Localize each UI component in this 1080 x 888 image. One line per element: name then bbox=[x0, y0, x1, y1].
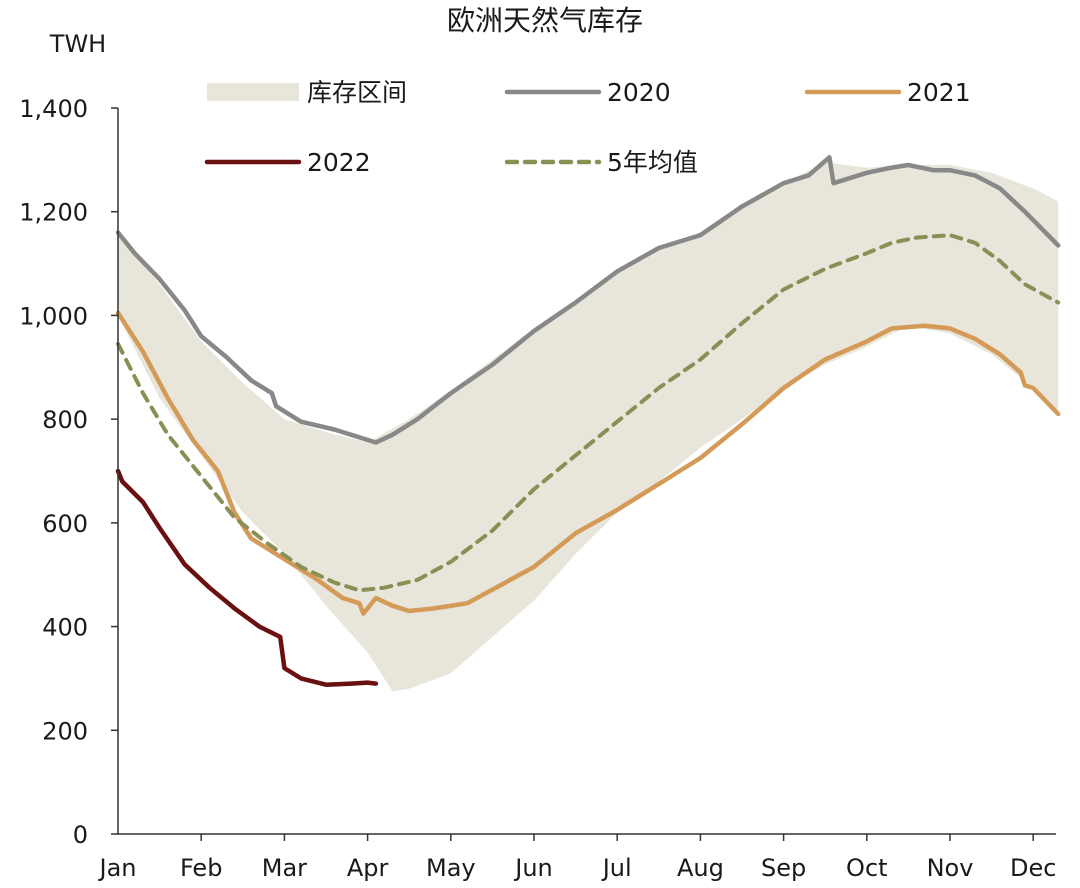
y-tick-label: 1,400 bbox=[19, 95, 88, 123]
storage-range-band-layer bbox=[118, 162, 1059, 692]
x-tick-label: Feb bbox=[180, 854, 223, 882]
legend-item: 5年均值 bbox=[504, 148, 698, 177]
x-tick-label: Jan bbox=[98, 854, 137, 882]
y-ticks: 0 200 400 600 800 1,000 1,200 1,400 bbox=[19, 95, 118, 849]
legend-label: 库存区间 bbox=[307, 78, 407, 107]
legend-label: 2022 bbox=[307, 148, 371, 177]
y-tick-label: 800 bbox=[42, 406, 88, 434]
x-tick-label: Apr bbox=[347, 854, 389, 882]
axes bbox=[117, 108, 1056, 835]
legend-item: 库存区间 bbox=[207, 78, 407, 107]
y-tick-label: 600 bbox=[42, 510, 88, 538]
y-tick-label: 1,200 bbox=[19, 199, 88, 227]
x-tick-label: Sep bbox=[761, 854, 806, 882]
x-tick-label: Oct bbox=[846, 854, 888, 882]
y-tick-label: 200 bbox=[42, 717, 88, 745]
storage-range-band bbox=[118, 162, 1059, 692]
x-tick-label: Nov bbox=[927, 854, 974, 882]
legend-label: 2020 bbox=[607, 78, 671, 107]
x-tick-label: Aug bbox=[677, 854, 724, 882]
series-line-2 bbox=[115, 310, 1061, 616]
series-line-4 bbox=[116, 233, 1061, 593]
series-layer bbox=[115, 155, 1061, 687]
x-ticks: Jan Feb Mar Apr May Jun Jul Aug Sep Oct Nov Dec bbox=[98, 834, 1056, 882]
y-tick-label: 400 bbox=[42, 614, 88, 642]
legend-swatch bbox=[207, 83, 299, 101]
x-tick-label: Mar bbox=[262, 854, 307, 882]
legend-label: 5年均值 bbox=[607, 148, 698, 177]
y-tick-label: 1,000 bbox=[19, 302, 88, 330]
y-axis-unit: TWH bbox=[49, 30, 106, 58]
x-tick-label: Jul bbox=[601, 854, 632, 882]
y-tick-label: 0 bbox=[73, 821, 88, 849]
legend-item: 2020 bbox=[504, 78, 671, 107]
legend: 库存区间 2020 2021 2022 5年均值 bbox=[204, 78, 971, 177]
legend-item: 2022 bbox=[204, 148, 371, 177]
x-tick-label: Jun bbox=[513, 854, 553, 882]
x-tick-label: Dec bbox=[1010, 854, 1056, 882]
series-line-1 bbox=[115, 155, 1061, 445]
chart-title: 欧洲天然气库存 bbox=[447, 4, 643, 37]
x-tick-label: May bbox=[426, 854, 476, 882]
legend-label: 2021 bbox=[907, 78, 971, 107]
legend-item: 2021 bbox=[804, 78, 971, 107]
series-line-3 bbox=[115, 468, 379, 687]
